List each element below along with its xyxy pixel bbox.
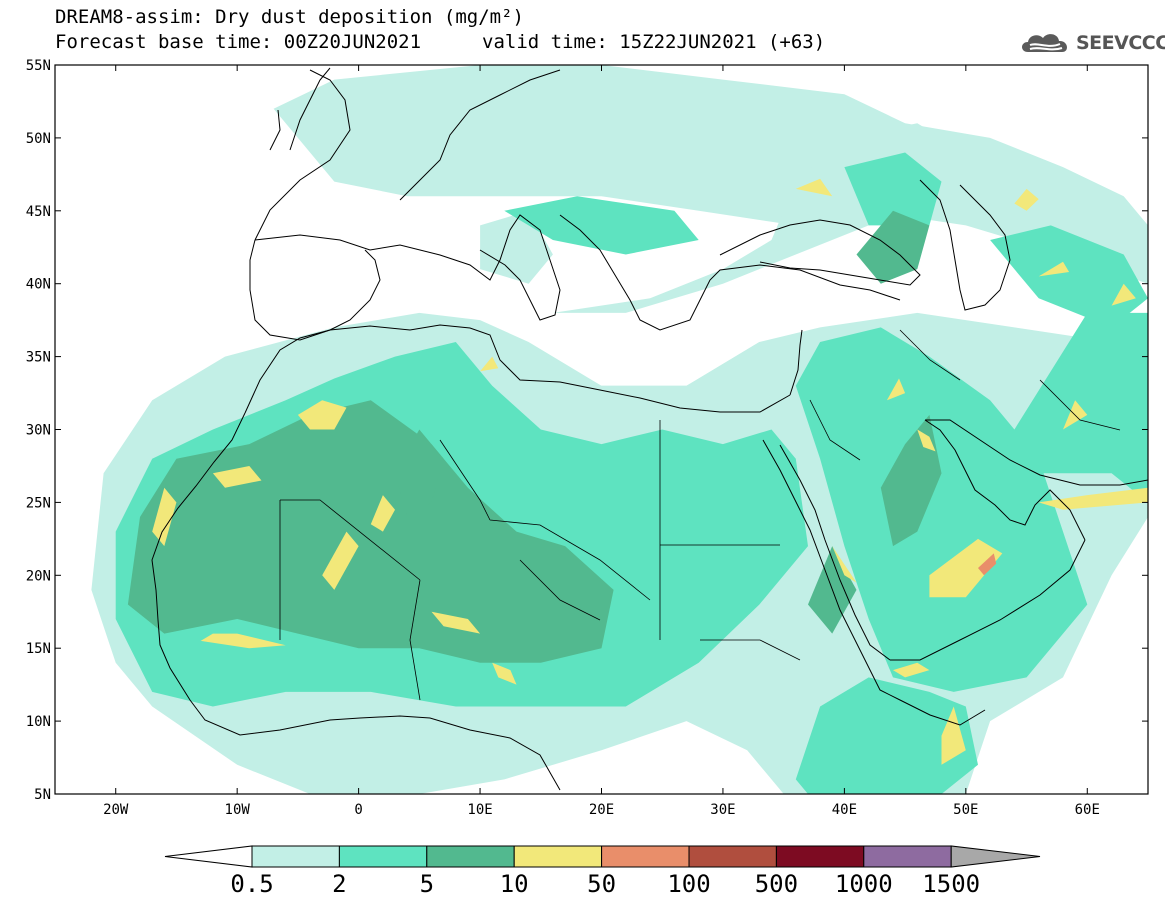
lat-label-45N: 45N [26, 204, 51, 220]
lat-label-35N: 35N [26, 350, 51, 366]
field-yellow-19 [480, 356, 499, 372]
coastline-red-sea-east [779, 444, 891, 661]
lat-label-20N: 20N [26, 568, 51, 584]
field-yellow-9 [929, 538, 1003, 598]
deposition-field [91, 65, 1148, 794]
lat-label-15N: 15N [26, 641, 51, 657]
coastline-caspian [919, 179, 1011, 311]
field-yellow-6 [431, 611, 481, 634]
coastline-balkans-greece [559, 214, 901, 331]
colorbar-segment-5 [688, 845, 777, 868]
colorbar-segment-4 [601, 845, 690, 868]
lat-label-50N: 50N [26, 131, 51, 147]
field-light-4 [565, 342, 796, 415]
coastline-gulf [924, 419, 1086, 541]
lon-label-60E: 60E [1075, 802, 1100, 818]
lat-label-5N: 5N [34, 787, 51, 803]
colorbar-segment-1 [338, 845, 428, 868]
field-yellow-4 [370, 495, 395, 532]
lon-label-10W: 10W [225, 802, 251, 818]
field-yellow-1 [212, 466, 262, 488]
lat-label-55N: 55N [26, 58, 51, 74]
colorbar-label-5: 100 [667, 870, 710, 898]
coastline-europe-north [254, 69, 561, 241]
field-yellow-11 [941, 706, 966, 765]
colorbar-label-3: 10 [500, 870, 529, 898]
logo-text: SEEVCCC [1076, 32, 1165, 54]
colorbar-under-arrow [164, 845, 253, 868]
field-yellow-13 [795, 178, 833, 197]
coastlines [151, 67, 1148, 791]
coastline-mediterranean-south [244, 324, 791, 414]
colorbar: 0.5 2 5 10 50 100 500 1000 1500 [164, 845, 1041, 898]
colorbar-label-7: 1000 [835, 870, 893, 898]
colorbar-label-4: 50 [587, 870, 616, 898]
field-dark-4 [395, 429, 444, 517]
field-yellow-14 [1111, 283, 1136, 306]
colorbar-label-1: 2 [332, 870, 346, 898]
colorbar-segment-2 [426, 845, 515, 868]
lon-label-20W: 20W [103, 802, 129, 818]
colorbar-over-arrow [950, 845, 1041, 868]
field-yellow-12 [1014, 188, 1039, 211]
coastline-arabia-south [890, 539, 1086, 661]
seevccc-logo: SEEVCCC [1018, 28, 1165, 58]
field-yellow-0 [297, 400, 347, 430]
colorbar-segment-6 [775, 845, 865, 868]
valid-time: valid time: 15Z22JUN2021 (+63) [482, 31, 826, 53]
lon-label-20E: 20E [589, 802, 614, 818]
field-yellow-5 [200, 633, 286, 649]
colorbar-label-8: 1500 [922, 870, 980, 898]
field-yellow-18 [917, 429, 936, 452]
lat-label-40N: 40N [26, 277, 51, 293]
coastline-iran [925, 419, 1148, 486]
map-title: DREAM8-assim: Dry dust deposition (mg/m²… [55, 6, 524, 28]
lon-label-50E: 50E [953, 802, 978, 818]
lon-label-40E: 40E [832, 802, 857, 818]
coastline-black-sea [719, 219, 921, 286]
field-light-1 [273, 65, 1148, 284]
field-dark-0 [127, 400, 614, 663]
field-medium-2 [795, 677, 978, 794]
field-yellow-3 [322, 531, 359, 590]
field-medium-6 [990, 225, 1148, 328]
field-medium-1 [795, 327, 1088, 692]
lon-label-10E: 10E [467, 802, 492, 818]
field-medium-4 [844, 152, 942, 226]
coastline-british-isles [269, 67, 331, 151]
lat-label-10N: 10N [26, 714, 51, 730]
forecast-base-time: Forecast base time: 00Z20JUN2021 [55, 31, 422, 53]
cloud-icon [1022, 34, 1068, 52]
colorbar-segment-3 [513, 845, 603, 868]
colorbar-label-2: 5 [420, 870, 434, 898]
colorbar-label-0: 0.5 [230, 870, 273, 898]
coastline-red-sea-west [762, 439, 986, 726]
field-yellow-10 [893, 662, 930, 678]
lat-label-25N: 25N [26, 495, 51, 511]
border-lines [279, 329, 1121, 701]
field-medium-3 [978, 312, 1148, 517]
lon-label-30E: 30E [710, 802, 735, 818]
field-orange-0 [978, 553, 997, 576]
field-yellow-15 [1038, 487, 1148, 510]
lon-label-0: 0 [354, 802, 362, 818]
lat-label-30N: 30N [26, 423, 51, 439]
coastline-africa-west [151, 412, 561, 791]
colorbar-label-6: 500 [755, 870, 798, 898]
colorbar-segment-7 [863, 845, 952, 868]
field-yellow-17 [886, 378, 906, 401]
axis-ticks: 55N 50N 45N 40N 35N 30N 25N 20N 15N 10N 5N 20W 10W 0 1… [26, 58, 1148, 818]
field-yellow-7 [492, 662, 517, 685]
field-yellow-20 [1038, 261, 1070, 277]
field-yellow-2 [152, 487, 177, 547]
colorbar-segment-0 [251, 845, 340, 868]
coastline-europe-south [254, 214, 561, 321]
field-medium-5 [504, 196, 699, 255]
coastline-iberia [249, 239, 381, 341]
coastline-levant [789, 329, 803, 396]
